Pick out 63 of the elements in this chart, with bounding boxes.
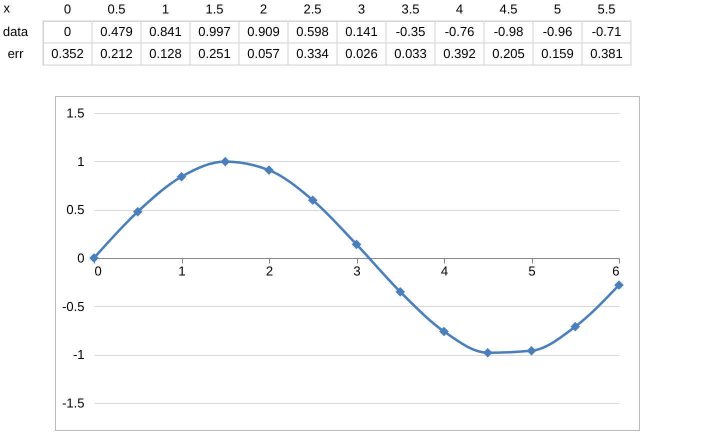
x-tick-label: 5.5 xyxy=(597,2,616,16)
data-label: 0.251 xyxy=(198,46,231,61)
y-tick-label: err xyxy=(8,46,24,61)
x-tick-label: 5 xyxy=(554,2,562,16)
data-label: -0.76 xyxy=(444,24,474,39)
x-tick-label: 0.5 xyxy=(107,2,126,16)
x-tick-label: 3 xyxy=(358,2,366,16)
y-tick-label: -1 xyxy=(72,347,84,362)
data-label: 0.392 xyxy=(443,46,476,61)
data-label: 0.598 xyxy=(296,24,329,39)
data-label: 0.841 xyxy=(149,24,182,39)
point xyxy=(133,206,142,216)
y-tick-label: 0.5 xyxy=(66,202,84,218)
point xyxy=(220,156,230,166)
data-label: 0.381 xyxy=(590,46,623,61)
data-label: 0.057 xyxy=(247,46,280,61)
data-label: 0.026 xyxy=(345,46,378,61)
point xyxy=(264,165,274,175)
y-tick-label: data xyxy=(2,24,29,39)
y-tick-label: -1.5 xyxy=(62,396,84,410)
x-tick-label: 6 xyxy=(612,264,620,278)
y-tick-label: 1.5 xyxy=(66,106,84,120)
point xyxy=(570,322,580,332)
point xyxy=(352,240,362,250)
data-label: 0.212 xyxy=(100,46,133,61)
point xyxy=(308,195,318,205)
data-label: 0.128 xyxy=(149,46,182,61)
x-tick-label: 1 xyxy=(178,264,186,278)
point xyxy=(396,287,405,297)
x-tick-label: 3.5 xyxy=(401,2,420,16)
point xyxy=(614,280,624,290)
data-label: -0.71 xyxy=(592,24,622,39)
y-tick-label: 1 xyxy=(77,154,84,169)
data-label: -0.96 xyxy=(542,24,572,39)
point xyxy=(483,348,492,358)
x-tick-label: 3 xyxy=(353,264,361,278)
point xyxy=(439,326,449,336)
y-tick-label: 0 xyxy=(77,250,84,266)
data-label: -0.35 xyxy=(396,24,426,39)
data-label: 0.033 xyxy=(394,46,427,61)
y-tick-label: -0.5 xyxy=(62,298,84,314)
x-tick-label: 1 xyxy=(162,2,170,16)
x-tick-label: 2 xyxy=(266,264,274,278)
x-tick-label: 2.5 xyxy=(303,2,322,16)
x-tick-label: 4 xyxy=(440,264,448,278)
x-tick-label: 0 xyxy=(94,264,102,278)
point xyxy=(176,172,186,182)
x-tick-label: 2 xyxy=(260,2,268,16)
data-label: 0.205 xyxy=(492,46,525,61)
data-label: 0.352 xyxy=(51,46,84,61)
x-tick-label: 5 xyxy=(528,264,536,278)
x-tick-label: 4 xyxy=(456,2,464,16)
point xyxy=(526,346,536,356)
data-label: 0.909 xyxy=(247,24,280,39)
data-label: -0.98 xyxy=(494,24,524,39)
data-label: 0.159 xyxy=(541,46,574,61)
x-tick-label: 4.5 xyxy=(499,2,518,16)
data-label: 0.141 xyxy=(345,24,378,39)
data-label: 0.479 xyxy=(100,24,133,39)
data-label: 0.997 xyxy=(198,24,231,39)
data-label: 0.334 xyxy=(296,46,329,61)
x-axis-title: x xyxy=(4,0,10,16)
x-tick-label: 1.5 xyxy=(205,2,224,16)
